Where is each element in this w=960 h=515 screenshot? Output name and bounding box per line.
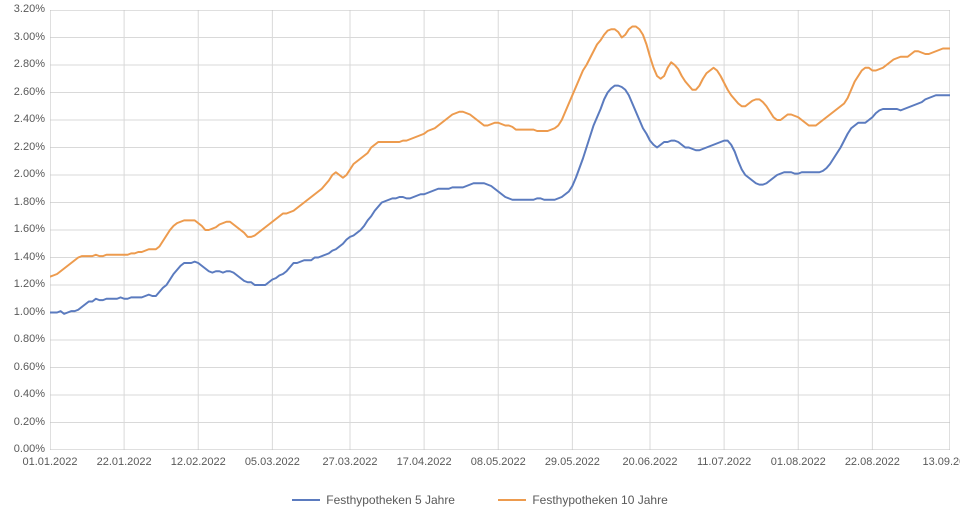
y-tick-label: 1.20%	[5, 278, 45, 290]
line-chart: Festhypotheken 5 Jahre Festhypotheken 10…	[0, 0, 960, 515]
y-tick-label: 1.80%	[5, 196, 45, 208]
y-tick-label: 1.60%	[5, 223, 45, 235]
plot-area	[50, 10, 950, 450]
y-tick-label: 2.60%	[5, 86, 45, 98]
y-tick-label: 0.40%	[5, 388, 45, 400]
x-tick-label: 11.07.2022	[697, 456, 751, 468]
y-tick-label: 0.00%	[5, 443, 45, 455]
y-tick-label: 2.80%	[5, 58, 45, 70]
x-tick-label: 17.04.2022	[397, 456, 452, 468]
x-tick-label: 13.09.2022	[922, 456, 960, 468]
legend-item-series-1: Festhypotheken 5 Jahre	[292, 493, 455, 507]
chart-legend: Festhypotheken 5 Jahre Festhypotheken 10…	[0, 490, 960, 507]
y-tick-label: 3.00%	[5, 31, 45, 43]
legend-label: Festhypotheken 10 Jahre	[532, 493, 667, 507]
x-tick-label: 29.05.2022	[545, 456, 600, 468]
legend-swatch	[498, 499, 526, 501]
y-tick-label: 1.40%	[5, 251, 45, 263]
y-tick-label: 1.00%	[5, 306, 45, 318]
legend-swatch	[292, 499, 320, 501]
x-tick-label: 20.06.2022	[622, 456, 677, 468]
y-tick-label: 2.00%	[5, 168, 45, 180]
y-tick-label: 0.80%	[5, 333, 45, 345]
y-tick-label: 3.20%	[5, 3, 45, 15]
x-tick-label: 12.02.2022	[171, 456, 226, 468]
x-tick-label: 01.01.2022	[22, 456, 77, 468]
x-tick-label: 05.03.2022	[245, 456, 300, 468]
y-tick-label: 2.40%	[5, 113, 45, 125]
y-tick-label: 0.60%	[5, 361, 45, 373]
legend-label: Festhypotheken 5 Jahre	[326, 493, 455, 507]
y-tick-label: 0.20%	[5, 416, 45, 428]
legend-item-series-2: Festhypotheken 10 Jahre	[498, 493, 667, 507]
plot-svg	[50, 10, 950, 450]
x-tick-label: 01.08.2022	[771, 456, 826, 468]
x-tick-label: 22.01.2022	[97, 456, 152, 468]
x-tick-label: 08.05.2022	[471, 456, 526, 468]
x-tick-label: 27.03.2022	[322, 456, 377, 468]
y-tick-label: 2.20%	[5, 141, 45, 153]
x-tick-label: 22.08.2022	[845, 456, 900, 468]
